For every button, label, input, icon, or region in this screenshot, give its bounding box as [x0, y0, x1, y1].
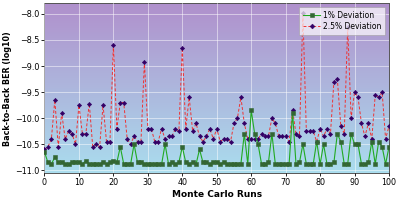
2.5% Deviation	[249, 138, 254, 140]
2.5% Deviation	[66, 130, 71, 132]
X-axis label: Monte Carlo Runs: Monte Carlo Runs	[172, 189, 262, 199]
Y-axis label: Back-to-Back BER (log10): Back-to-Back BER (log10)	[4, 31, 12, 146]
1% Deviation	[307, 163, 312, 165]
Line: 1% Deviation: 1% Deviation	[43, 109, 390, 166]
2.5% Deviation	[300, 12, 305, 14]
1% Deviation	[42, 151, 47, 153]
2.5% Deviation	[304, 130, 309, 132]
1% Deviation	[70, 161, 74, 164]
Line: 2.5% Deviation: 2.5% Deviation	[43, 11, 390, 151]
2.5% Deviation	[283, 135, 288, 138]
Legend: 1% Deviation, 2.5% Deviation: 1% Deviation, 2.5% Deviation	[299, 7, 385, 35]
1% Deviation	[132, 143, 136, 145]
2.5% Deviation	[200, 140, 205, 143]
1% Deviation	[256, 143, 260, 145]
1% Deviation	[387, 146, 392, 148]
2.5% Deviation	[387, 125, 392, 127]
1% Deviation	[290, 112, 295, 114]
2.5% Deviation	[42, 148, 47, 151]
1% Deviation	[204, 161, 209, 164]
1% Deviation	[49, 163, 54, 165]
1% Deviation	[249, 109, 254, 112]
2.5% Deviation	[128, 143, 133, 145]
